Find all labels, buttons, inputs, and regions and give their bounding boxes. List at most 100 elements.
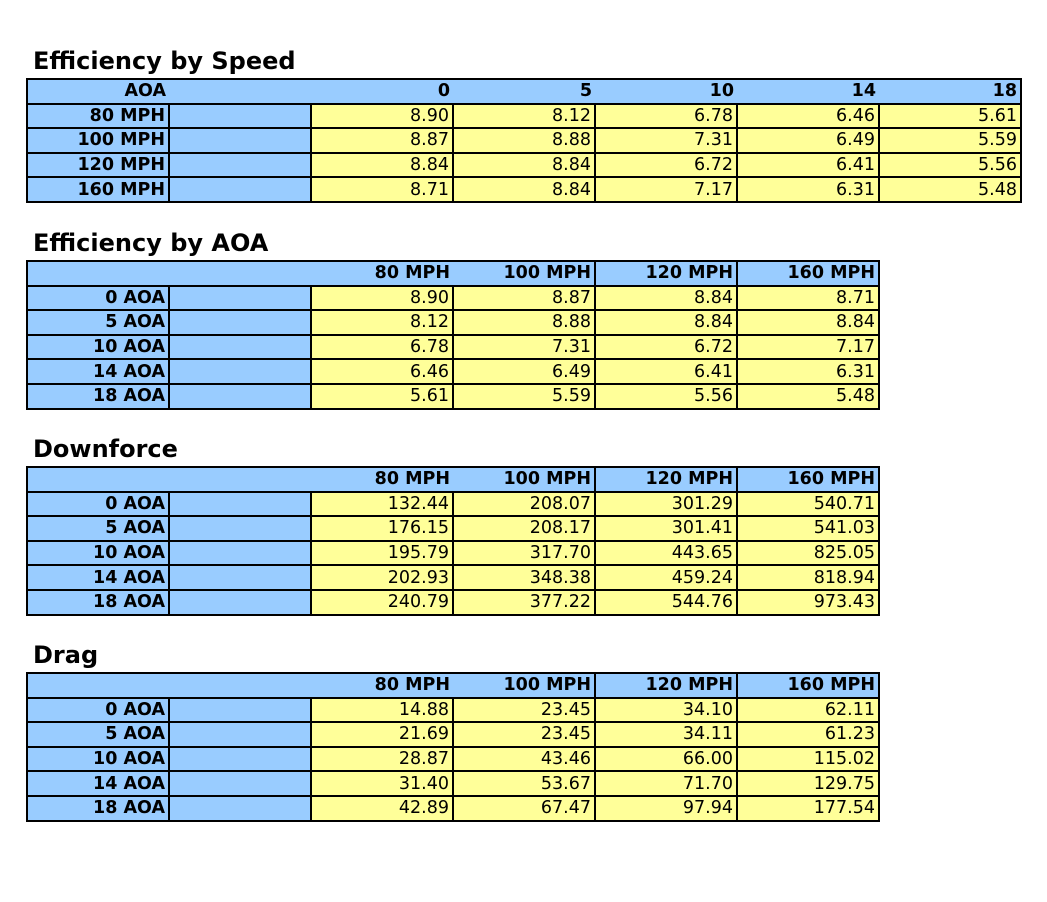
value-cell[interactable]: 973.43 bbox=[736, 588, 880, 616]
blank-cell[interactable] bbox=[168, 333, 312, 361]
value-cell[interactable]: 8.90 bbox=[310, 102, 454, 130]
blank-cell[interactable] bbox=[168, 794, 312, 822]
value-cell[interactable]: 6.41 bbox=[736, 151, 880, 179]
value-cell[interactable]: 208.17 bbox=[452, 515, 596, 542]
blank-cell[interactable] bbox=[168, 490, 312, 518]
value-cell[interactable]: 8.84 bbox=[452, 151, 596, 179]
row-label[interactable]: 5 AOA bbox=[26, 309, 170, 336]
blank-cell[interactable] bbox=[168, 151, 312, 179]
value-cell[interactable]: 5.59 bbox=[878, 127, 1022, 154]
blank-cell[interactable] bbox=[168, 102, 312, 130]
value-cell[interactable]: 8.88 bbox=[452, 127, 596, 154]
value-cell[interactable]: 31.40 bbox=[310, 770, 454, 797]
blank-cell[interactable] bbox=[168, 721, 312, 748]
value-cell[interactable]: 71.70 bbox=[594, 770, 738, 797]
value-cell[interactable]: 317.70 bbox=[452, 539, 596, 567]
row-label[interactable]: 10 AOA bbox=[26, 539, 170, 567]
value-cell[interactable]: 5.61 bbox=[878, 102, 1022, 130]
value-cell[interactable]: 544.76 bbox=[594, 588, 738, 616]
value-cell[interactable]: 7.17 bbox=[736, 333, 880, 361]
value-cell[interactable]: 6.46 bbox=[310, 358, 454, 385]
row-label[interactable]: 80 MPH bbox=[26, 102, 170, 130]
row-label[interactable]: 18 AOA bbox=[26, 382, 170, 410]
value-cell[interactable]: 8.90 bbox=[310, 284, 454, 312]
value-cell[interactable]: 240.79 bbox=[310, 588, 454, 616]
value-cell[interactable]: 62.11 bbox=[736, 696, 880, 724]
row-label[interactable]: 100 MPH bbox=[26, 127, 170, 154]
value-cell[interactable]: 132.44 bbox=[310, 490, 454, 518]
value-cell[interactable]: 208.07 bbox=[452, 490, 596, 518]
value-cell[interactable]: 66.00 bbox=[594, 745, 738, 773]
value-cell[interactable]: 541.03 bbox=[736, 515, 880, 542]
blank-cell[interactable] bbox=[168, 515, 312, 542]
blank-cell[interactable] bbox=[168, 588, 312, 616]
row-label[interactable]: 0 AOA bbox=[26, 284, 170, 312]
blank-cell[interactable] bbox=[168, 770, 312, 797]
blank-cell[interactable] bbox=[168, 539, 312, 567]
row-label[interactable]: 14 AOA bbox=[26, 358, 170, 385]
value-cell[interactable]: 6.31 bbox=[736, 358, 880, 385]
value-cell[interactable]: 5.56 bbox=[878, 151, 1022, 179]
value-cell[interactable]: 115.02 bbox=[736, 745, 880, 773]
value-cell[interactable]: 8.87 bbox=[310, 127, 454, 154]
value-cell[interactable]: 176.15 bbox=[310, 515, 454, 542]
row-label[interactable]: 5 AOA bbox=[26, 721, 170, 748]
blank-cell[interactable] bbox=[168, 745, 312, 773]
row-label[interactable]: 10 AOA bbox=[26, 333, 170, 361]
value-cell[interactable]: 8.84 bbox=[310, 151, 454, 179]
value-cell[interactable]: 301.41 bbox=[594, 515, 738, 542]
value-cell[interactable]: 97.94 bbox=[594, 794, 738, 822]
row-label[interactable]: 0 AOA bbox=[26, 696, 170, 724]
value-cell[interactable]: 6.31 bbox=[736, 176, 880, 203]
value-cell[interactable]: 8.84 bbox=[452, 176, 596, 203]
value-cell[interactable]: 7.17 bbox=[594, 176, 738, 203]
value-cell[interactable]: 6.49 bbox=[452, 358, 596, 385]
row-label[interactable]: 0 AOA bbox=[26, 490, 170, 518]
value-cell[interactable]: 8.84 bbox=[594, 284, 738, 312]
value-cell[interactable]: 42.89 bbox=[310, 794, 454, 822]
value-cell[interactable]: 8.84 bbox=[736, 309, 880, 336]
value-cell[interactable]: 195.79 bbox=[310, 539, 454, 567]
value-cell[interactable]: 28.87 bbox=[310, 745, 454, 773]
value-cell[interactable]: 443.65 bbox=[594, 539, 738, 567]
value-cell[interactable]: 202.93 bbox=[310, 564, 454, 591]
value-cell[interactable]: 6.72 bbox=[594, 333, 738, 361]
value-cell[interactable]: 8.71 bbox=[310, 176, 454, 203]
value-cell[interactable]: 8.12 bbox=[452, 102, 596, 130]
row-label[interactable]: 14 AOA bbox=[26, 564, 170, 591]
value-cell[interactable]: 23.45 bbox=[452, 721, 596, 748]
value-cell[interactable]: 21.69 bbox=[310, 721, 454, 748]
value-cell[interactable]: 818.94 bbox=[736, 564, 880, 591]
row-label[interactable]: 5 AOA bbox=[26, 515, 170, 542]
blank-cell[interactable] bbox=[168, 358, 312, 385]
value-cell[interactable]: 177.54 bbox=[736, 794, 880, 822]
value-cell[interactable]: 5.48 bbox=[736, 382, 880, 410]
value-cell[interactable]: 8.84 bbox=[594, 309, 738, 336]
value-cell[interactable]: 6.72 bbox=[594, 151, 738, 179]
value-cell[interactable]: 5.59 bbox=[452, 382, 596, 410]
value-cell[interactable]: 459.24 bbox=[594, 564, 738, 591]
value-cell[interactable]: 5.56 bbox=[594, 382, 738, 410]
value-cell[interactable]: 8.71 bbox=[736, 284, 880, 312]
row-label[interactable]: 10 AOA bbox=[26, 745, 170, 773]
value-cell[interactable]: 8.12 bbox=[310, 309, 454, 336]
value-cell[interactable]: 377.22 bbox=[452, 588, 596, 616]
value-cell[interactable]: 43.46 bbox=[452, 745, 596, 773]
value-cell[interactable]: 8.87 bbox=[452, 284, 596, 312]
value-cell[interactable]: 129.75 bbox=[736, 770, 880, 797]
value-cell[interactable]: 348.38 bbox=[452, 564, 596, 591]
value-cell[interactable]: 6.46 bbox=[736, 102, 880, 130]
value-cell[interactable]: 34.10 bbox=[594, 696, 738, 724]
row-label[interactable]: 160 MPH bbox=[26, 176, 170, 203]
value-cell[interactable]: 540.71 bbox=[736, 490, 880, 518]
row-label[interactable]: 18 AOA bbox=[26, 588, 170, 616]
value-cell[interactable]: 8.88 bbox=[452, 309, 596, 336]
blank-cell[interactable] bbox=[168, 309, 312, 336]
blank-cell[interactable] bbox=[168, 176, 312, 203]
row-label[interactable]: 18 AOA bbox=[26, 794, 170, 822]
value-cell[interactable]: 53.67 bbox=[452, 770, 596, 797]
value-cell[interactable]: 23.45 bbox=[452, 696, 596, 724]
value-cell[interactable]: 14.88 bbox=[310, 696, 454, 724]
row-label[interactable]: 14 AOA bbox=[26, 770, 170, 797]
value-cell[interactable]: 7.31 bbox=[452, 333, 596, 361]
